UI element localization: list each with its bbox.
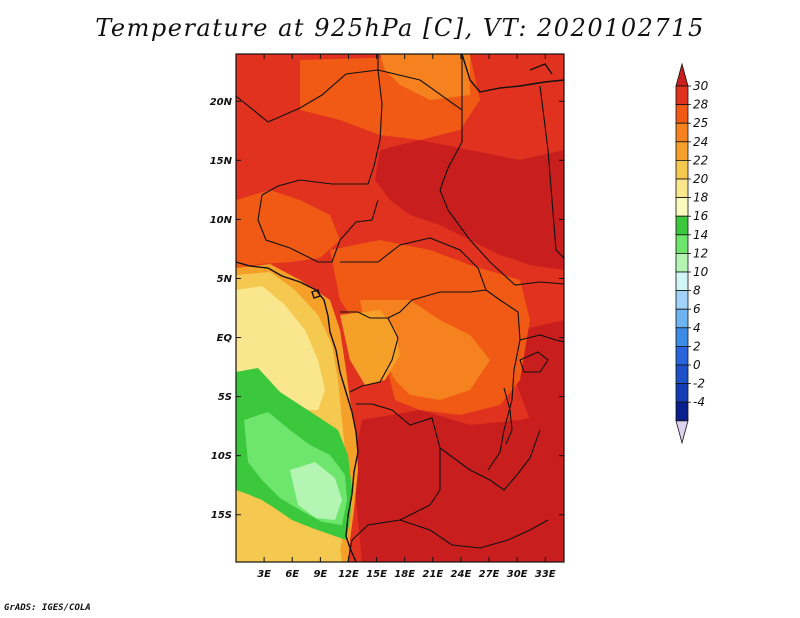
colorbar-swatch xyxy=(675,308,689,329)
colorbar-label: 2 xyxy=(693,339,701,353)
colorbar-swatch xyxy=(675,234,689,254)
border-chad-sudan xyxy=(377,69,564,286)
lat-tick-label: 15N xyxy=(210,156,233,167)
colorbar-label: -4 xyxy=(693,395,705,409)
coast-west-africa xyxy=(236,261,359,562)
colorbar-swatch xyxy=(675,345,689,366)
field-zone-24-centre xyxy=(360,300,490,400)
border-angola xyxy=(347,403,441,562)
coastline xyxy=(236,54,564,562)
colorbar-swatch xyxy=(675,104,689,124)
colorbar-label: 14 xyxy=(693,228,708,242)
lat-tick-label: 15S xyxy=(211,510,232,521)
colorbar-swatch xyxy=(675,85,689,106)
colorbar-swatch xyxy=(675,401,689,422)
field-zone-22-centre xyxy=(340,310,400,385)
field-zone-24-north xyxy=(380,54,470,100)
border-nigeria xyxy=(257,194,379,263)
coast-sahara-red-sea xyxy=(461,54,564,93)
map-title: Temperature at 925hPa [C], VT: 202010271… xyxy=(95,14,705,42)
lon-tick-label: 27E xyxy=(479,569,500,580)
colorbar-label: 8 xyxy=(693,284,701,298)
country-borders xyxy=(236,54,564,562)
lon-tick-label: 9E xyxy=(313,569,327,580)
colorbar-label: 4 xyxy=(693,321,701,335)
border-car-drc xyxy=(340,237,487,319)
colorbar-label: 20 xyxy=(693,172,709,186)
colorbar-label: 30 xyxy=(693,79,709,93)
colorbar-label: 18 xyxy=(693,191,709,205)
lon-tick-label: 15E xyxy=(366,569,387,580)
lat-tick-label: 20N xyxy=(210,97,233,108)
lon-tick-label: 3E xyxy=(257,569,271,580)
temperature-field xyxy=(236,54,564,562)
border-namibia-botswana xyxy=(399,519,549,549)
colorbar-swatch xyxy=(675,271,689,292)
colorbar-swatch xyxy=(675,122,689,143)
lon-tick-label: 6E xyxy=(285,569,299,580)
lat-tick-label: EQ xyxy=(217,333,233,344)
lon-tick-label: 12E xyxy=(338,569,359,580)
colorbar-swatch xyxy=(675,178,689,199)
border-tanzania xyxy=(519,334,564,343)
border-drc-east xyxy=(485,289,521,471)
lon-tick-label: 21E xyxy=(422,569,443,580)
lon-tick-label: 18E xyxy=(394,569,415,580)
colorbar-swatch xyxy=(675,252,689,273)
field-zone-10-ocean xyxy=(290,462,342,520)
latitude-axis: 20N 15N 10N 5N EQ 5S 10S 15S xyxy=(210,97,564,521)
colorbar-swatch xyxy=(675,383,689,403)
colorbar-label: 28 xyxy=(693,98,709,112)
colorbar-cap-bottom xyxy=(675,420,689,445)
longitude-axis: 3E 6E 9E 12E 15E 18E 21E 24E 27E 30E 33E xyxy=(257,54,556,580)
lon-tick-label: 24E xyxy=(451,569,472,580)
colorbar-label: 12 xyxy=(693,246,708,260)
colorbar-label: 25 xyxy=(693,116,708,130)
lon-tick-label: 33E xyxy=(535,569,556,580)
colorbar-label: 16 xyxy=(693,209,709,223)
border-lake-tanganyika xyxy=(503,387,513,445)
field-zone-30-south xyxy=(354,410,564,562)
border-congo xyxy=(340,311,399,393)
lat-tick-label: 10S xyxy=(211,451,232,462)
colorbar-label: 6 xyxy=(693,302,701,316)
colorbar-label: -2 xyxy=(693,377,705,391)
border-zambia xyxy=(439,429,541,491)
colorbar-cap-top xyxy=(675,62,689,87)
map-frame xyxy=(235,53,565,563)
field-zone-25-west xyxy=(236,190,340,268)
field-zone-18-southwest xyxy=(236,490,342,562)
colorbar-swatch xyxy=(675,159,689,180)
colorbar-swatch xyxy=(675,364,689,385)
lat-tick-label: 5N xyxy=(217,274,233,285)
border-lake-victoria xyxy=(519,351,549,373)
border-sudan-ethiopia xyxy=(539,85,564,259)
lat-tick-label: 10N xyxy=(210,215,233,226)
colorbar-swatch xyxy=(675,197,689,217)
colorbar-label: 0 xyxy=(693,358,701,372)
colorbar-swatch xyxy=(675,215,689,236)
colorbar-label: 10 xyxy=(693,265,709,279)
colorbar-label: 24 xyxy=(693,135,708,149)
colorbar-swatch xyxy=(675,141,689,161)
border-sahel-west xyxy=(236,69,383,196)
lon-tick-label: 30E xyxy=(507,569,528,580)
colorbar-swatch xyxy=(675,290,689,310)
field-zone-30-east xyxy=(515,320,564,420)
lat-tick-label: 5S xyxy=(218,392,232,403)
colorbar-label: 22 xyxy=(693,153,708,167)
coast-bioko xyxy=(311,289,321,299)
coast-sinai xyxy=(529,63,553,75)
colorbar-swatch xyxy=(675,327,689,347)
grads-credit: GrADS: IGES/COLA xyxy=(4,603,91,613)
field-zone-30-north xyxy=(375,140,564,270)
